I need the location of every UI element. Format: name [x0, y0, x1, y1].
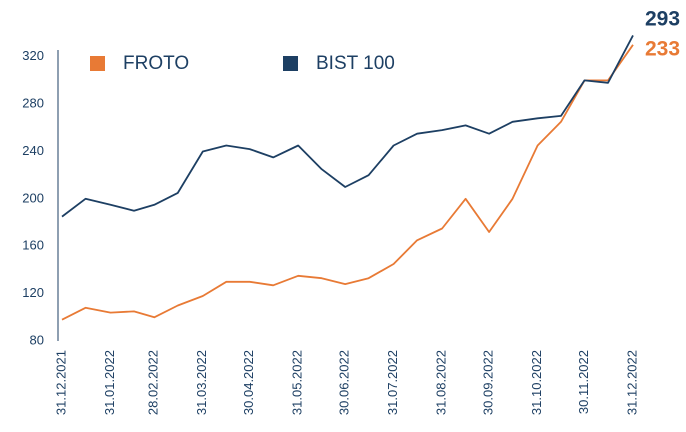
x-tick-label: 31.03.2022 — [194, 350, 209, 415]
x-tick-label: 28.02.2022 — [146, 350, 161, 415]
legend-label: FROTO — [123, 53, 189, 74]
y-tick-label: 320 — [22, 48, 44, 63]
x-tick-label: 30.04.2022 — [241, 350, 256, 415]
line — [61, 44, 634, 321]
y-tick-label: 200 — [22, 190, 44, 205]
legend-label: BIST 100 — [316, 53, 395, 74]
legend-swatch — [283, 56, 298, 71]
x-tick-label: 31.12.2021 — [53, 350, 68, 415]
x-tick-label: 30.09.2022 — [481, 350, 496, 415]
x-tick-label: 31.05.2022 — [290, 350, 305, 415]
x-tick-label: 31.12.2022 — [624, 350, 639, 415]
y-tick-label: 120 — [22, 285, 44, 300]
y-tick-label: 280 — [22, 96, 44, 111]
x-tick-label: 31.07.2022 — [385, 350, 400, 415]
x-tick-label: 30.11.2022 — [576, 350, 591, 414]
x-tick-label: 30.06.2022 — [337, 350, 352, 415]
end-label: 233 — [645, 38, 680, 61]
end-label: 293 — [645, 8, 680, 31]
y-tick-label: 240 — [22, 143, 44, 158]
y-tick-label: 80 — [30, 332, 44, 347]
x-tick-label: 31.10.2022 — [529, 350, 544, 415]
line — [61, 34, 634, 218]
legend-swatch — [90, 56, 105, 71]
x-tick-label: 31.08.2022 — [434, 350, 449, 415]
y-tick-label: 160 — [22, 238, 44, 253]
x-tick-label: 31.01.2022 — [102, 350, 117, 415]
